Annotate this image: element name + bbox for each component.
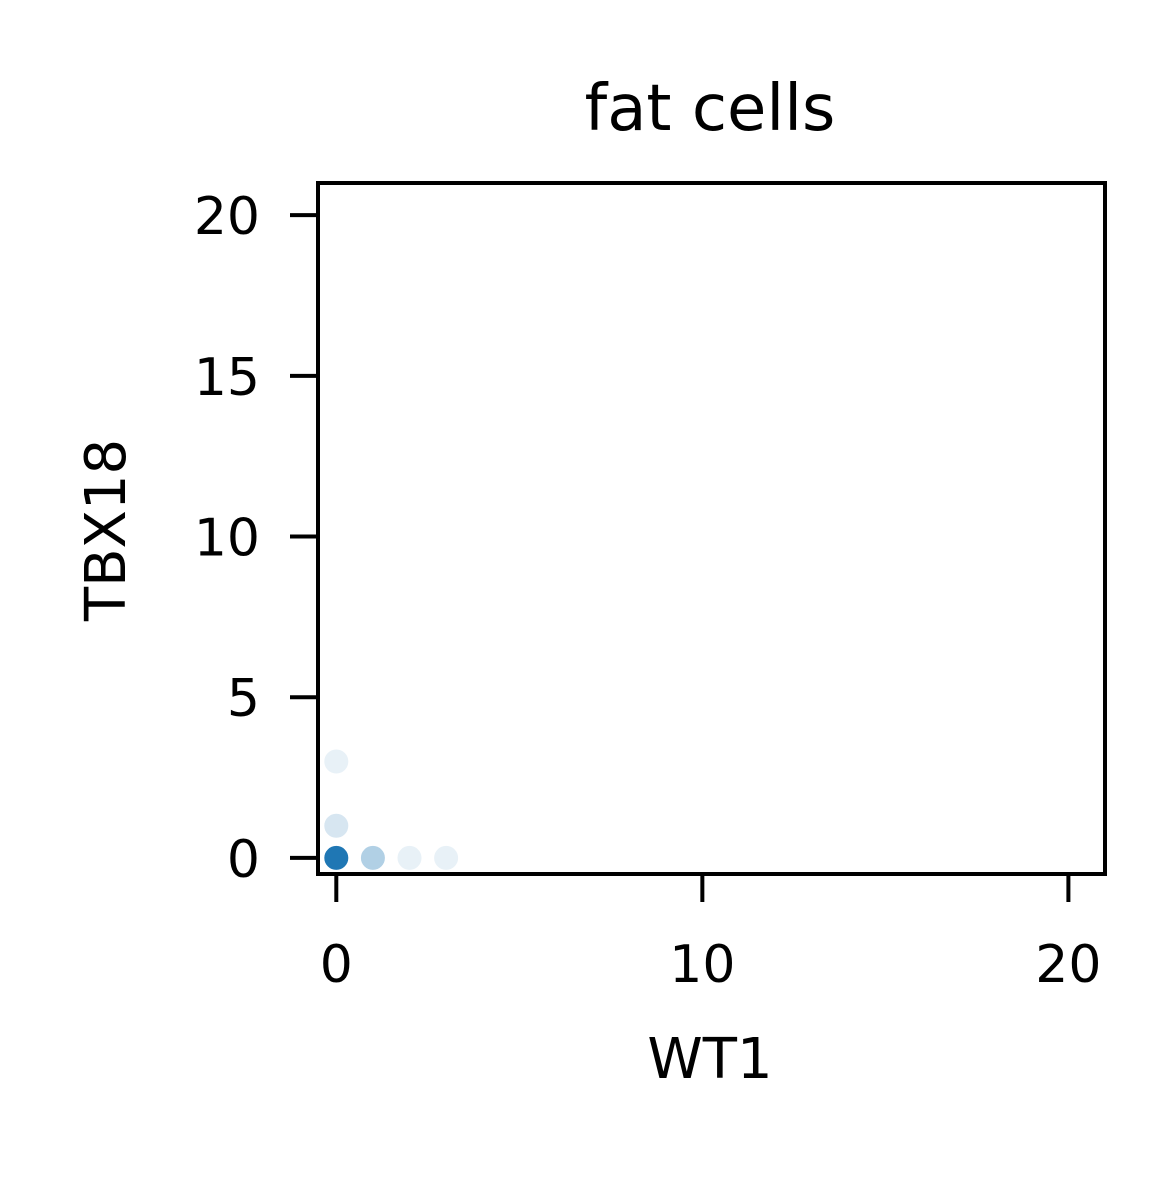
y-tick-label: 0 xyxy=(227,830,260,890)
scatter-point xyxy=(395,843,424,872)
y-tick-label: 15 xyxy=(194,348,260,408)
plot-frame xyxy=(316,181,1107,876)
scatter-point xyxy=(322,747,351,776)
scatter-point xyxy=(358,843,387,872)
y-tick-label: 5 xyxy=(227,669,260,729)
x-tick-label: 0 xyxy=(320,935,353,995)
scatter-point xyxy=(432,843,461,872)
scatter-point xyxy=(322,843,351,872)
y-tick-label: 20 xyxy=(194,187,260,247)
data-points xyxy=(322,747,461,872)
x-tick-label: 10 xyxy=(669,935,735,995)
y-tick-label: 10 xyxy=(194,509,260,569)
scatter-point xyxy=(322,811,351,840)
y-axis-label: TBX18 xyxy=(74,439,139,622)
x-axis-label: WT1 xyxy=(647,1027,772,1092)
axis-ticks: 0 10 20 0 5 10 15 20 xyxy=(194,187,1102,995)
x-tick-label: 20 xyxy=(1035,935,1101,995)
chart-title: fat cells xyxy=(585,72,836,146)
